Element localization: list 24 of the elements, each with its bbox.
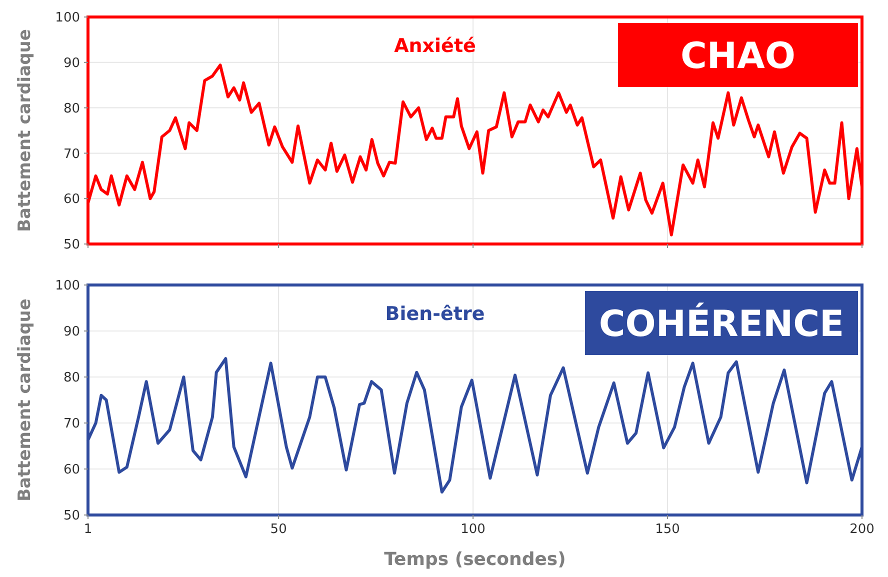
y-tick-label: 80 xyxy=(63,370,80,386)
x-tick-label: 200 xyxy=(850,522,874,537)
annotation: CHAO xyxy=(680,36,796,77)
y-tick-label: 90 xyxy=(63,324,80,340)
text: Anxiété xyxy=(394,35,476,57)
y-tick-label: 50 xyxy=(63,238,80,253)
y-axis-title: Battement cardiaque xyxy=(15,29,35,232)
y-tick-label: 50 xyxy=(63,508,80,524)
x-tick-label: 100 xyxy=(460,522,486,537)
y-tick-label: 70 xyxy=(63,416,80,432)
x-tick-label: 1 xyxy=(84,522,92,537)
y-tick-label: 80 xyxy=(63,101,80,116)
y-tick-label: 100 xyxy=(55,10,80,26)
x-tick-label: 150 xyxy=(655,522,680,537)
x-axis-title: Temps (secondes) xyxy=(384,549,566,570)
y-tick-label: 100 xyxy=(55,278,80,294)
annotation: COHÉRENCE xyxy=(598,302,844,345)
text: Bien-être xyxy=(385,303,485,325)
x-tick-label: 50 xyxy=(270,522,287,537)
y-tick-label: 60 xyxy=(63,192,80,208)
y-tick-label: 90 xyxy=(63,56,80,71)
y-tick-label: 70 xyxy=(63,146,80,162)
y-tick-label: 60 xyxy=(63,462,80,478)
y-axis-title: Battement cardiaque xyxy=(15,298,35,502)
